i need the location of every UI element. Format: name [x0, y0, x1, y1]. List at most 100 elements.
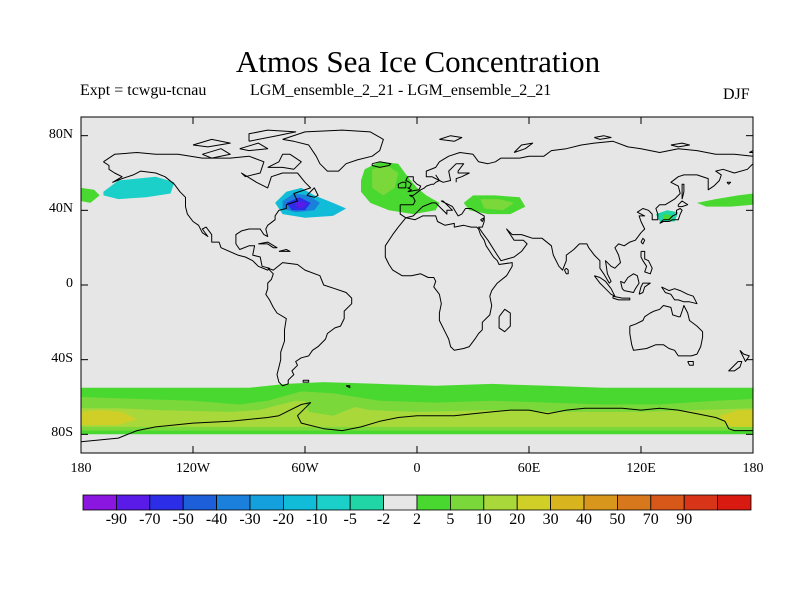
coast-arctic-archipelago-3 [192, 138, 231, 148]
colorbar-swatch [149, 494, 184, 511]
colorbar-label: 5 [446, 511, 455, 528]
coast-philippines [640, 250, 653, 275]
lon-label: 60W [291, 461, 319, 476]
coast-novaya-zemlya [513, 142, 534, 153]
coast-arabia-gulf-islands [480, 217, 485, 222]
colorbar-swatch [516, 494, 552, 511]
colorbar-label: -5 [343, 511, 357, 528]
coast-japan-hokkaido [677, 200, 689, 208]
lat-label: 40N [48, 201, 73, 217]
axis-ticks [80, 117, 754, 453]
coast-taiwan [640, 237, 646, 245]
region-pacific-dateline-positive-west [81, 187, 100, 203]
lat-label: 0 [66, 276, 73, 291]
coast-new-zealand-north [739, 349, 750, 362]
region-north-pacific-negative [103, 176, 175, 200]
coast-newfoundland [306, 187, 319, 198]
coast-south-america [265, 262, 353, 387]
coast-tasmania [687, 361, 694, 366]
colorbar-label: 70 [642, 511, 659, 528]
coast-ellesmere [248, 129, 297, 142]
region-southern-ocean-yellow-west [81, 410, 137, 425]
colorbar-label: -90 [105, 511, 128, 528]
map-title: Atmos Sea Ice Concentration [235, 44, 601, 79]
colorbar-swatch [116, 494, 151, 511]
colorbar-swatch [717, 494, 752, 511]
colorbar-label: 20 [509, 511, 526, 528]
colorbar [82, 494, 752, 511]
colorbar-swatch [349, 494, 385, 511]
colorbar-swatch [383, 494, 418, 511]
colorbar-label: -10 [306, 511, 328, 528]
coast-hispaniola [278, 249, 291, 252]
colorbar-swatch [583, 494, 618, 511]
lat-label: 40S [51, 350, 73, 366]
colorbar-label: -40 [205, 511, 228, 528]
lon-label: 180 [742, 461, 764, 476]
colorbar-label: 40 [576, 511, 592, 528]
lon-label: 120W [175, 461, 211, 476]
coast-new-zealand-south [728, 361, 743, 372]
colorbar-label: 50 [609, 511, 626, 528]
coast-cuba [258, 241, 278, 249]
colorbar-swatch [683, 494, 719, 511]
colorbar-label: -30 [239, 511, 261, 528]
colorbar-label: 10 [475, 511, 492, 528]
coast-kamchatka-islands [726, 181, 732, 185]
region-black-caspian-positive-inner [480, 199, 515, 211]
colorbar-swatch [449, 494, 485, 511]
colorbar-label: -50 [172, 511, 194, 528]
colorbar-label: -20 [272, 511, 295, 528]
region-southern-ocean-yellow-east [719, 410, 753, 427]
region-northwest-atlantic-negative-deep [295, 201, 307, 209]
coast-africa [384, 215, 513, 351]
coast-arctic-archipelago-1 [202, 148, 231, 159]
coast-ireland [397, 181, 407, 189]
colorbar-swatch [416, 494, 451, 511]
coast-sri-lanka [564, 267, 569, 275]
coast-java [612, 295, 631, 301]
lat-label: 80S [51, 425, 73, 441]
coast-svalbard [439, 135, 463, 142]
coast-antarctica [81, 402, 753, 443]
coast-south-georgia [345, 385, 351, 389]
coast-greenland [282, 129, 384, 172]
coast-australia [629, 305, 704, 357]
colorbar-label: 30 [542, 511, 559, 528]
coast-falklands [302, 379, 310, 383]
colorbar-swatch [249, 494, 284, 511]
colorbar-swatch [483, 494, 518, 511]
region-northeast-atlantic-positive-inner [372, 165, 399, 196]
coast-madagascar [498, 308, 511, 333]
colorbar-swatch [282, 494, 318, 511]
season-label: DJF [723, 86, 750, 103]
anomaly-regions [81, 161, 753, 435]
colorbar-label: 2 [413, 511, 421, 528]
lon-label: 60E [517, 461, 541, 476]
coast-iceland [371, 161, 392, 168]
coastlines [81, 129, 753, 443]
region-pacific-dateline-positive-east [697, 193, 753, 207]
colorbar-label: -70 [139, 511, 161, 528]
colorbar-swatch [650, 494, 685, 511]
experiment-label: Expt = tcwgu-tcnau [80, 82, 207, 99]
coast-wrangel [749, 150, 753, 153]
colorbar-swatch [216, 494, 251, 511]
coast-sakhalin [681, 183, 685, 200]
coast-north-america [103, 152, 312, 271]
coast-eurasia [399, 140, 753, 284]
coast-severnaya-zemlya [594, 135, 612, 140]
coast-sulawesi [638, 282, 651, 295]
colorbar-swatch [316, 494, 351, 511]
coast-japan-honshu [659, 208, 683, 224]
lon-label: 0 [413, 461, 421, 476]
colorbar-swatch [617, 494, 652, 511]
coast-baffin-island [267, 153, 302, 170]
coast-new-guinea [661, 286, 698, 305]
coast-borneo [620, 273, 640, 293]
region-weddell-positive [305, 397, 361, 416]
region-southern-ocean-band-inner [81, 400, 753, 427]
coast-great-britain [405, 176, 422, 193]
colorbar-label: -2 [376, 511, 391, 528]
